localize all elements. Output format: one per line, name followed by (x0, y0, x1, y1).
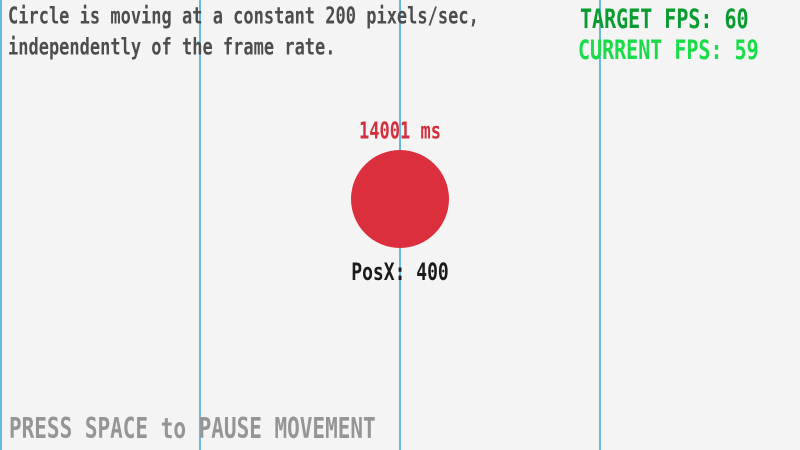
info-text-line1: Circle is moving at a constant 200 pixel… (8, 3, 479, 31)
pause-hint: PRESS SPACE to PAUSE MOVEMENT (9, 412, 376, 445)
timer-label: 14001 ms (359, 118, 441, 146)
info-text-line2: independently of the frame rate. (8, 34, 336, 62)
target-fps-label: TARGET FPS: 60 (580, 2, 749, 35)
moving-circle (351, 150, 449, 248)
gridline (599, 0, 601, 450)
gridline (0, 0, 2, 450)
gridline (199, 0, 201, 450)
posx-label: PosX: 400 (351, 258, 449, 287)
current-fps-label: CURRENT FPS: 59 (578, 33, 759, 66)
